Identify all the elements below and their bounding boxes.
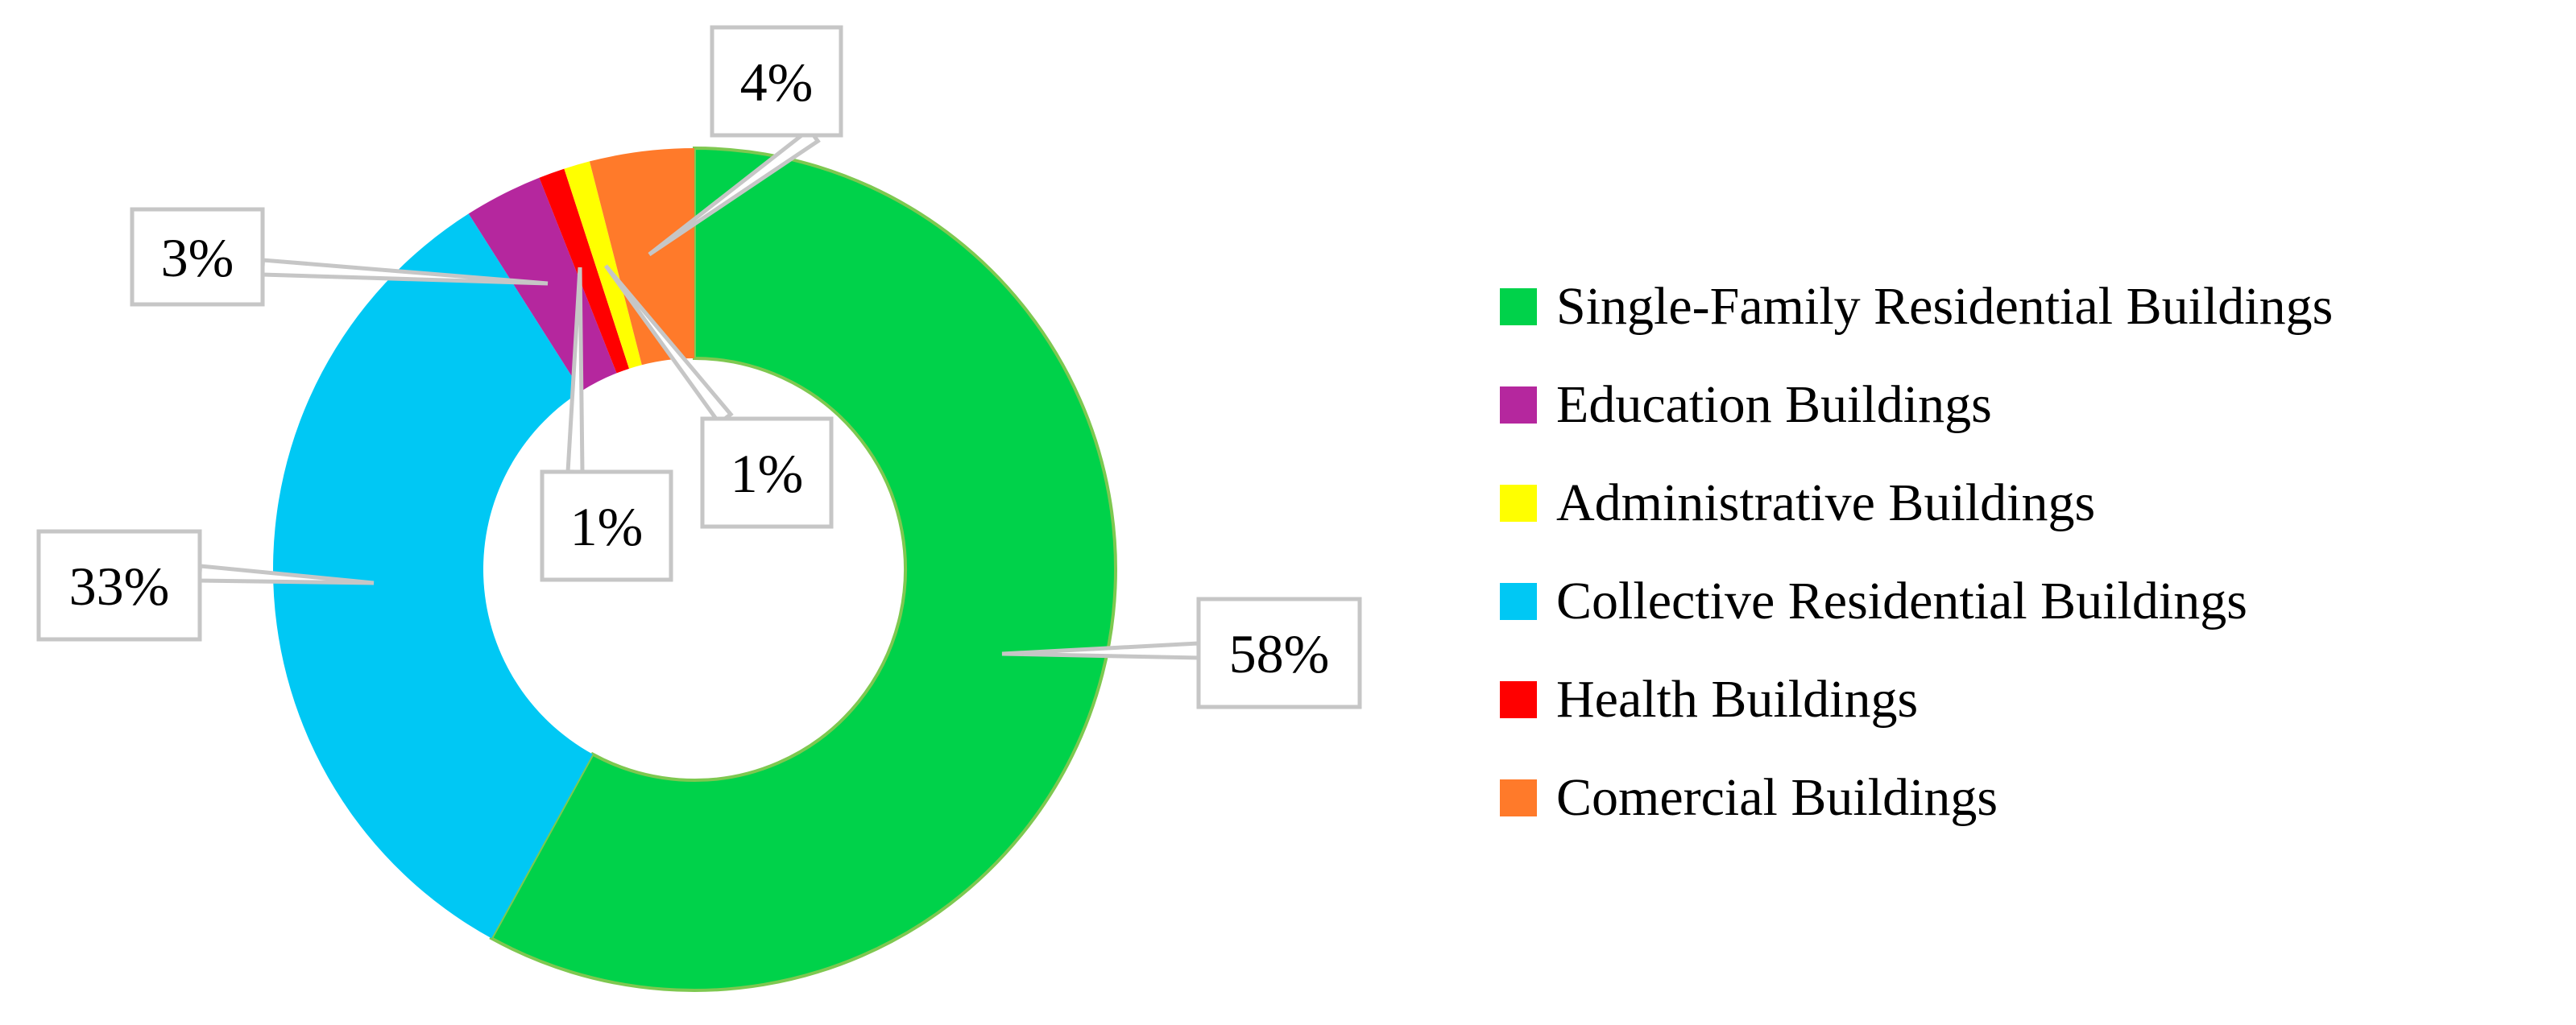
data-label: 4% xyxy=(740,52,814,113)
legend-item-education-buildings: Education Buildings xyxy=(1500,356,2333,454)
legend-label: Single-Family Residential Buildings xyxy=(1556,277,2334,336)
legend-item-health-buildings: Health Buildings xyxy=(1500,651,2333,749)
callout-health-buildings: 1% xyxy=(540,267,673,582)
callout-box xyxy=(130,207,265,307)
slice-administrative-buildings xyxy=(564,161,642,369)
data-label: 3% xyxy=(161,227,234,288)
legend-item-administrative-buildings: Administrative Buildings xyxy=(1500,454,2333,552)
slice-collective-residential-buildings xyxy=(272,213,593,939)
data-label: 33% xyxy=(69,556,170,617)
callout-administrative-buildings: 1% xyxy=(603,264,834,529)
legend-item-collective-residential-buildings: Collective Residential Buildings xyxy=(1500,552,2333,651)
data-label: 58% xyxy=(1229,623,1330,684)
legend-swatch xyxy=(1500,485,1537,522)
callout-box xyxy=(540,469,673,582)
legend-swatch xyxy=(1500,386,1537,424)
callout-collective-residential-buildings: 33% xyxy=(36,529,375,642)
callout-box xyxy=(710,25,843,138)
callout-box xyxy=(36,529,202,642)
legend-label: Education Buildings xyxy=(1556,375,1992,434)
legend-item-comercial-buildings: Comercial Buildings xyxy=(1500,749,2333,847)
callout-education-buildings: 3% xyxy=(130,207,549,307)
legend-label: Collective Residential Buildings xyxy=(1556,572,2247,630)
legend-label: Administrative Buildings xyxy=(1556,473,2096,532)
slice-single-family-residential-buildings xyxy=(489,146,1117,992)
legend-item-single-family-residential-buildings: Single-Family Residential Buildings xyxy=(1500,258,2333,356)
slice-comercial-buildings xyxy=(589,148,694,366)
legend-label: Comercial Buildings xyxy=(1556,768,1998,827)
callout-box xyxy=(1196,597,1362,709)
legend-label: Health Buildings xyxy=(1556,670,1919,729)
legend-swatch xyxy=(1500,681,1537,718)
callout-box xyxy=(700,416,834,529)
legend-swatch xyxy=(1500,288,1537,325)
legend-swatch xyxy=(1500,779,1537,816)
callout-single-family-residential-buildings: 58% xyxy=(1001,597,1362,709)
data-label: 1% xyxy=(731,443,804,504)
callout-comercial-buildings: 4% xyxy=(648,25,843,257)
legend-swatch xyxy=(1500,583,1537,620)
slice-health-buildings xyxy=(539,168,630,374)
chart-legend: Single-Family Residential Buildings Educa… xyxy=(1500,258,2333,847)
data-label-callouts: 58% 33% 3% 1% 1% 4% xyxy=(36,25,1362,709)
data-label: 1% xyxy=(570,496,644,557)
